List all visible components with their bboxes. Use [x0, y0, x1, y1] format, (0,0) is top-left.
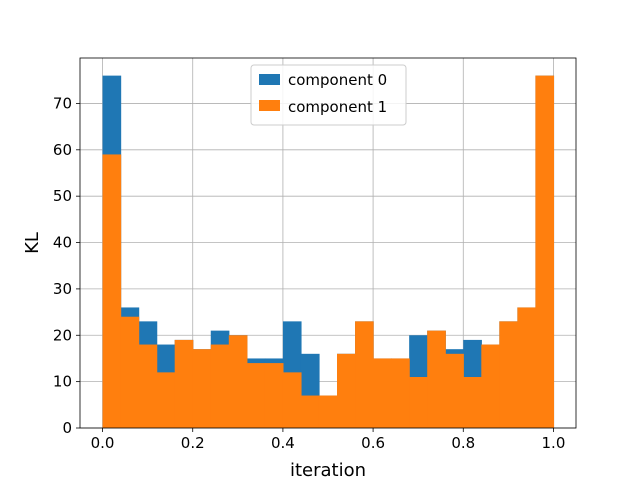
bar-component-1 — [174, 339, 194, 428]
bar-component-1 — [427, 330, 446, 428]
x-tick-label: 0.2 — [181, 434, 205, 452]
bar-component-1 — [355, 321, 374, 428]
x-tick-label: 1.0 — [542, 434, 566, 452]
legend-label-component-1: component 1 — [288, 98, 387, 116]
series-component-1 — [102, 75, 555, 428]
y-axis-ticks: 0 10 20 30 40 50 60 70 — [53, 94, 80, 437]
x-tick-label: 0.0 — [91, 434, 115, 452]
bar-component-1 — [102, 154, 122, 428]
bar-component-1 — [246, 363, 266, 428]
bar-component-1 — [156, 372, 176, 428]
y-tick-label: 50 — [53, 187, 72, 205]
y-tick-label: 40 — [53, 234, 72, 252]
bar-component-1 — [499, 321, 518, 428]
legend-swatch-component-1 — [259, 100, 280, 111]
bar-component-1 — [318, 395, 338, 428]
bar-component-1 — [517, 307, 537, 428]
bar-component-1 — [300, 395, 320, 428]
bar-component-1 — [192, 349, 212, 428]
plot-frame — [79, 57, 577, 429]
bars — [102, 75, 555, 428]
bar-component-1 — [481, 344, 500, 428]
bar-component-1 — [228, 335, 248, 428]
bar-component-1 — [535, 75, 555, 428]
bar-component-1 — [391, 358, 410, 428]
legend-swatch-component-0 — [259, 74, 280, 85]
bar-component-1 — [264, 363, 284, 428]
bar-component-1 — [282, 372, 302, 428]
legend-box — [250, 64, 407, 126]
y-tick-label: 70 — [53, 94, 72, 112]
y-tick-label: 30 — [53, 280, 72, 298]
legend: component 0 component 1 — [250, 64, 407, 126]
bar-component-1 — [337, 353, 356, 428]
bar-component-1 — [120, 316, 140, 428]
x-tick-label: 0.8 — [451, 434, 475, 452]
bar-component-1 — [373, 358, 392, 428]
y-tick-label: 10 — [53, 373, 72, 391]
x-tick-label: 0.4 — [271, 434, 295, 452]
y-tick-label: 20 — [53, 326, 72, 344]
x-axis-title: iteration — [290, 460, 366, 480]
y-tick-label: 60 — [53, 141, 72, 159]
x-tick-label: 0.6 — [361, 434, 385, 452]
bar-component-1 — [210, 344, 230, 428]
bar-component-1 — [138, 344, 158, 428]
bar-component-1 — [463, 376, 482, 428]
y-tick-label: 0 — [62, 419, 72, 437]
bar-component-1 — [445, 353, 464, 428]
legend-label-component-0: component 0 — [288, 71, 387, 89]
x-axis-ticks: 0.0 0.2 0.4 0.6 0.8 1.0 — [91, 428, 566, 452]
y-axis-title: KL — [22, 232, 43, 254]
bar-component-1 — [409, 376, 428, 428]
